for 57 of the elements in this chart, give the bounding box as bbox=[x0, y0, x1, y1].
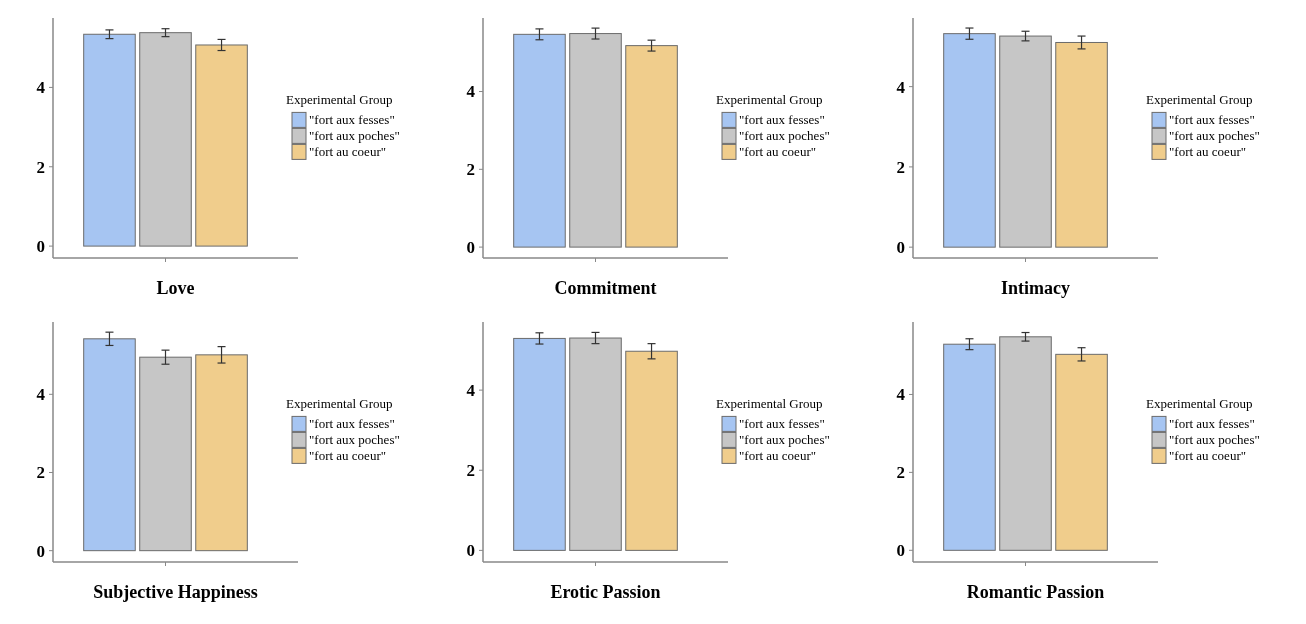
legend-label: "fort au coeur" bbox=[1169, 448, 1247, 464]
y-tick-label: 4 bbox=[896, 77, 906, 97]
y-tick-label: 0 bbox=[466, 541, 475, 561]
y-tick-label: 2 bbox=[36, 463, 45, 483]
legend-label: "fort aux fesses" bbox=[739, 112, 825, 128]
x-axis-title: Commitment bbox=[554, 278, 657, 298]
y-tick-label: 2 bbox=[896, 157, 905, 177]
x-axis-title: Intimacy bbox=[1001, 278, 1070, 298]
legend-label: "fort au coeur" bbox=[739, 144, 817, 160]
legend-title: Experimental Group bbox=[1146, 396, 1253, 412]
legend-label: "fort aux poches" bbox=[739, 128, 830, 144]
y-tick-label: 2 bbox=[36, 157, 45, 177]
x-axis-title: Love bbox=[156, 278, 195, 298]
bar bbox=[195, 44, 248, 247]
bar bbox=[139, 32, 192, 247]
y-tick-label: 0 bbox=[36, 541, 45, 561]
legend-label: "fort aux fesses" bbox=[309, 416, 395, 432]
y-tick-label: 0 bbox=[466, 238, 475, 258]
legend-label: "fort aux fesses" bbox=[739, 416, 825, 432]
y-tick-label: 4 bbox=[36, 385, 46, 405]
y-tick-label: 4 bbox=[466, 381, 476, 401]
y-tick-label: 2 bbox=[466, 160, 475, 180]
legend-title: Experimental Group bbox=[716, 396, 823, 412]
legend-title: Experimental Group bbox=[1146, 92, 1253, 108]
x-axis-title: Romantic Passion bbox=[966, 582, 1105, 602]
y-tick-label: 4 bbox=[896, 385, 906, 405]
bar bbox=[569, 337, 622, 551]
y-tick-label: 0 bbox=[896, 238, 905, 258]
y-tick-label: 4 bbox=[466, 82, 476, 102]
bar bbox=[139, 356, 192, 552]
legend-label: "fort aux poches" bbox=[739, 432, 830, 448]
y-tick-label: 0 bbox=[36, 237, 45, 257]
legend-label: "fort aux fesses" bbox=[1169, 112, 1255, 128]
legend-label: "fort aux poches" bbox=[1169, 432, 1260, 448]
bar bbox=[513, 337, 566, 551]
legend-label: "fort aux poches" bbox=[309, 128, 400, 144]
legend-label: "fort au coeur" bbox=[739, 448, 817, 464]
legend-label: "fort aux poches" bbox=[309, 432, 400, 448]
bar bbox=[83, 33, 136, 247]
x-axis-title: Erotic Passion bbox=[550, 582, 661, 602]
legend-label: "fort aux poches" bbox=[1169, 128, 1260, 144]
y-tick-label: 4 bbox=[36, 78, 46, 98]
y-tick-label: 2 bbox=[466, 461, 475, 481]
y-tick-label: 0 bbox=[896, 541, 905, 561]
legend-label: "fort au coeur" bbox=[1169, 144, 1247, 160]
bar bbox=[83, 338, 136, 552]
y-tick-label: 2 bbox=[896, 463, 905, 483]
legend-title: Experimental Group bbox=[716, 92, 823, 108]
legend-label: "fort au coeur" bbox=[309, 144, 387, 160]
bar bbox=[195, 354, 248, 552]
legend-title: Experimental Group bbox=[286, 92, 393, 108]
bar bbox=[625, 350, 678, 551]
legend-label: "fort aux fesses" bbox=[309, 112, 395, 128]
legend-label: "fort au coeur" bbox=[309, 448, 387, 464]
x-axis-title: Subjective Happiness bbox=[93, 582, 258, 602]
legend-title: Experimental Group bbox=[286, 396, 393, 412]
legend-label: "fort aux fesses" bbox=[1169, 416, 1255, 432]
